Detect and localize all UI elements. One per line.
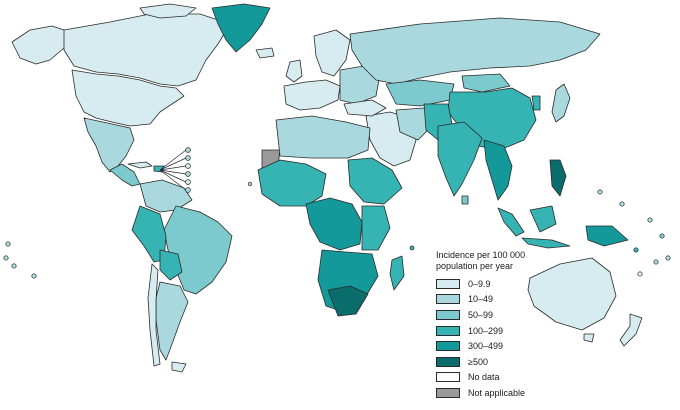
region-east-africa [361, 205, 391, 251]
region-borneo [529, 205, 557, 233]
legend-swatch [436, 309, 460, 320]
legend-item: 0–9.9 [436, 276, 636, 292]
caribbean-leader-5 [159, 169, 187, 183]
legend-swatch [436, 356, 460, 367]
region-peru [131, 205, 167, 263]
caribbean-leader-1 [159, 149, 187, 171]
region-kazakhstan [385, 79, 455, 107]
legend-label: 0–9.9 [468, 278, 491, 289]
island-dot [619, 201, 625, 207]
region-iceland [255, 47, 275, 59]
island-dot [247, 181, 253, 187]
map-legend: Incidence per 100 000 population per yea… [436, 250, 636, 401]
legend-label: No data [468, 372, 500, 383]
legend-item: Not applicable [436, 385, 636, 401]
caribbean-leader-4 [159, 169, 187, 175]
region-japan [551, 83, 571, 123]
region-east-africa-horn [347, 157, 403, 205]
region-java [521, 237, 571, 249]
legend-label: 300–499 [468, 341, 504, 352]
island-dot [633, 247, 639, 253]
region-north-africa [275, 115, 371, 159]
region-argentina [155, 281, 189, 361]
legend-swatch [436, 387, 460, 398]
region-southeast-asia [483, 139, 513, 201]
island-dot [409, 245, 415, 251]
legend-swatch [436, 341, 460, 352]
region-new-zealand [619, 313, 643, 347]
legend-label: Not applicable [468, 387, 526, 398]
region-russia [349, 17, 601, 85]
island-dot [185, 171, 191, 177]
region-iran [395, 107, 433, 141]
region-mongolia [461, 73, 511, 93]
region-colombia-venezuela [139, 179, 193, 213]
legend-item: ≥500 [436, 354, 636, 370]
island-dot [185, 155, 191, 161]
island-dot [185, 163, 191, 169]
island-dot [185, 147, 191, 153]
island-dot [597, 189, 603, 195]
region-philippines [549, 159, 567, 197]
legend-item: 300–499 [436, 338, 636, 354]
region-tierra-del-fuego [171, 361, 187, 373]
region-korea [531, 95, 541, 111]
region-western-europe [283, 79, 341, 111]
legend-label: ≥500 [468, 356, 488, 367]
legend-swatch [436, 325, 460, 336]
region-turkey [343, 99, 387, 117]
island-dot [11, 263, 17, 269]
island-dot [3, 255, 9, 261]
region-bolivia [159, 249, 183, 281]
region-uk [285, 59, 303, 83]
region-madagascar [389, 255, 405, 291]
region-usa [71, 69, 185, 127]
island-dot [653, 259, 659, 265]
region-scandinavia [313, 29, 351, 77]
legend-label: 10–49 [468, 294, 494, 305]
region-brazil [163, 205, 233, 295]
island-dot [5, 241, 11, 247]
legend-title-line-2: population per year [436, 261, 514, 271]
legend-item: No data [436, 370, 636, 386]
region-tasmania [583, 333, 595, 343]
island-dot [185, 179, 191, 185]
region-sri-lanka [461, 195, 469, 205]
region-cuba [127, 161, 153, 169]
island-dot [637, 271, 643, 277]
region-sumatra [497, 207, 525, 237]
island-dot [665, 255, 671, 261]
region-greenland [211, 3, 271, 53]
legend-label: 100–299 [468, 325, 504, 336]
region-canadian-arctic [139, 3, 197, 19]
legend-title-line-1: Incidence per 100 000 [436, 250, 526, 260]
region-mexico [83, 117, 135, 173]
legend-swatch [436, 278, 460, 289]
region-new-guinea [585, 225, 629, 247]
island-dot [659, 233, 665, 239]
region-alaska [11, 25, 71, 65]
legend-title: Incidence per 100 000 population per yea… [436, 250, 636, 272]
region-india [437, 121, 483, 197]
caribbean-leader-2 [159, 157, 187, 171]
region-south-africa [327, 285, 369, 317]
legend-swatch [436, 294, 460, 305]
legend-item: 10–49 [436, 292, 636, 308]
legend-item: 100–299 [436, 323, 636, 339]
legend-item: 50–99 [436, 307, 636, 323]
island-dot [185, 187, 191, 193]
region-west-africa [257, 159, 327, 207]
island-dot [647, 217, 653, 223]
region-central-africa [305, 197, 363, 251]
region-australia [527, 257, 617, 331]
region-chile [147, 263, 161, 367]
island-dot [31, 273, 37, 279]
legend-label: 50–99 [468, 309, 494, 320]
legend-swatch [436, 372, 460, 383]
caribbean-leader-3 [159, 165, 187, 171]
caribbean-leader-6 [159, 169, 187, 191]
